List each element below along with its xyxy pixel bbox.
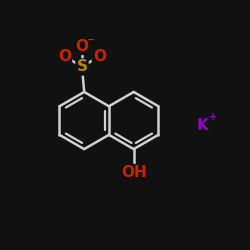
Text: OH: OH <box>121 165 146 180</box>
Text: S: S <box>76 60 88 74</box>
Text: +: + <box>209 112 218 122</box>
Text: K: K <box>197 118 208 132</box>
Text: O: O <box>58 48 71 64</box>
Text: O: O <box>93 48 106 64</box>
Text: O: O <box>76 39 88 54</box>
Text: −: − <box>87 35 95 45</box>
